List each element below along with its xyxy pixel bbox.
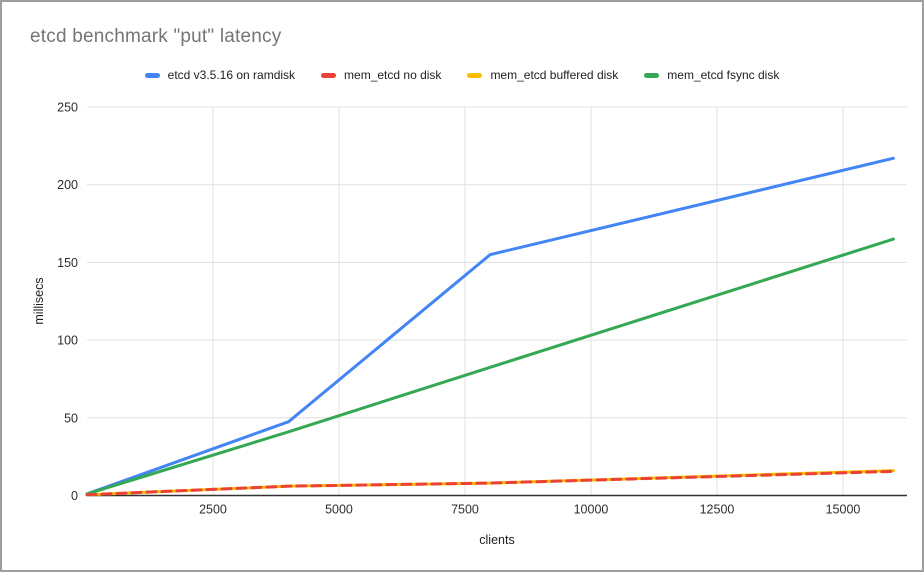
legend-item-mem-etcd-no-disk[interactable]: mem_etcd no disk bbox=[321, 68, 441, 82]
legend-label: mem_etcd buffered disk bbox=[490, 68, 619, 82]
x-tick-label: 10000 bbox=[574, 503, 609, 517]
legend-item-mem-etcd-buffered-disk[interactable]: mem_etcd buffered disk bbox=[467, 68, 618, 82]
legend-label: mem_etcd no disk bbox=[344, 68, 442, 82]
y-axis-title: millisecs bbox=[32, 277, 46, 325]
series-line-etcd-v3-5-16-on-ramdisk bbox=[85, 156, 895, 496]
legend: etcd v3.5.16 on ramdisk mem_etcd no disk m… bbox=[2, 66, 922, 84]
chart-title: etcd benchmark "put" latency bbox=[30, 26, 282, 47]
x-tick-label: 7500 bbox=[451, 503, 479, 517]
x-tick-label: 15000 bbox=[826, 503, 861, 517]
series-line-mem-etcd-buffered-disk bbox=[85, 469, 895, 497]
series-line-mem-etcd-no-disk bbox=[85, 469, 895, 497]
x-axis-title: clients bbox=[479, 533, 515, 547]
legend-label: mem_etcd fsync disk bbox=[667, 68, 780, 82]
x-tick-label: 5000 bbox=[325, 503, 353, 517]
legend-item-etcd-v3-5-16-on-ramdisk[interactable]: etcd v3.5.16 on ramdisk bbox=[144, 68, 296, 82]
y-tick-label: 200 bbox=[57, 178, 78, 192]
legend-item-mem-etcd-fsync-disk[interactable]: mem_etcd fsync disk bbox=[644, 68, 779, 82]
series-line-mem-etcd-fsync-disk bbox=[85, 237, 895, 496]
y-tick-label: 250 bbox=[57, 101, 78, 115]
x-tick-label: 12500 bbox=[700, 503, 735, 517]
y-tick-label: 100 bbox=[57, 334, 78, 348]
legend-swatch-icon bbox=[144, 72, 160, 78]
legend-swatch-icon bbox=[644, 72, 660, 78]
legend-swatch-icon bbox=[321, 72, 337, 78]
y-tick-label: 50 bbox=[64, 411, 78, 425]
y-tick-label: 0 bbox=[71, 489, 78, 503]
y-tick-label: 150 bbox=[57, 256, 78, 270]
legend-swatch-icon bbox=[467, 72, 483, 78]
x-tick-label: 2500 bbox=[199, 503, 227, 517]
legend-label: etcd v3.5.16 on ramdisk bbox=[167, 68, 296, 82]
